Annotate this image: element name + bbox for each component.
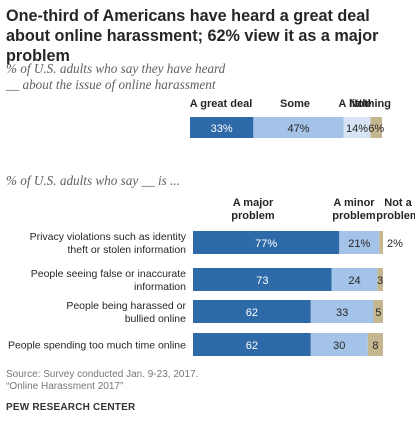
data-label: 24 [348, 275, 360, 287]
bar-segment-nothing [370, 117, 382, 138]
chart-title: One-third of Americans have heard a grea… [6, 7, 379, 65]
bar-segment-a-minor-problem [310, 300, 374, 323]
data-label: 33% [211, 123, 233, 135]
data-label: 62 [246, 307, 258, 319]
legend-header: problem [376, 210, 415, 222]
legend-header: Nothing [349, 98, 391, 110]
bar-segment-a-great-deal [190, 117, 254, 138]
data-label: 73 [256, 275, 268, 287]
chart1-subtitle: % of U.S. adults who say they have heard… [6, 61, 226, 92]
data-label: 8 [372, 340, 378, 352]
bar-segment-a-major-problem [193, 300, 311, 323]
category-label: People spending too much time online [8, 340, 186, 352]
legend-header: problem [332, 210, 376, 222]
data-label: 33 [336, 307, 348, 319]
category-label: bullied online [125, 313, 186, 325]
bar-segment-not-a-problem [367, 333, 383, 356]
data-label: 5 [375, 307, 381, 319]
bar-segment-some [253, 117, 344, 138]
category-label: People being harassed or [66, 300, 186, 312]
legend-header: Not a [384, 197, 412, 209]
bar-segment-a-minor-problem [310, 333, 368, 356]
data-label: 30 [333, 340, 345, 352]
legend-header: A major [233, 197, 274, 209]
data-label: 3 [377, 275, 383, 287]
bar-segment-not-a-problem [377, 268, 383, 291]
chart2-subtitle: % of U.S. adults who say __ is ... [6, 173, 181, 188]
bar-segment-a-major-problem [193, 333, 311, 356]
legend-header: Some [280, 98, 310, 110]
bar-segment-a-major-problem [193, 268, 332, 291]
data-label: 47% [287, 123, 309, 135]
legend-header: A minor [333, 197, 375, 209]
data-label: 21% [348, 238, 370, 250]
category-label: People seeing false or inaccurate [31, 268, 186, 280]
data-label: 6% [368, 123, 384, 135]
bar-segment-a-little [343, 117, 371, 138]
bar-segment-not-a-problem [373, 300, 383, 323]
bar-segment-a-minor-problem [331, 268, 378, 291]
bar-segment-a-minor-problem [339, 231, 380, 254]
category-label: Privacy violations such as identity [30, 231, 187, 243]
category-label: theft or stolen information [68, 244, 187, 256]
legend-header: A little [338, 98, 371, 110]
data-label: 14% [346, 123, 368, 135]
legend-header: A great deal [190, 98, 253, 110]
org-name: PEW RESEARCH CENTER [6, 402, 136, 413]
data-label: 77% [255, 238, 277, 250]
bar-segment-not-a-problem [379, 231, 383, 254]
report-note: “Online Harassment 2017” [6, 381, 124, 392]
source-note: Source: Survey conducted Jan. 9-23, 2017… [6, 369, 199, 380]
bar-segment-a-major-problem [193, 231, 340, 254]
data-label: 2% [387, 238, 403, 250]
category-label: information [134, 281, 186, 293]
data-label: 62 [246, 340, 258, 352]
legend-header: problem [231, 210, 275, 222]
